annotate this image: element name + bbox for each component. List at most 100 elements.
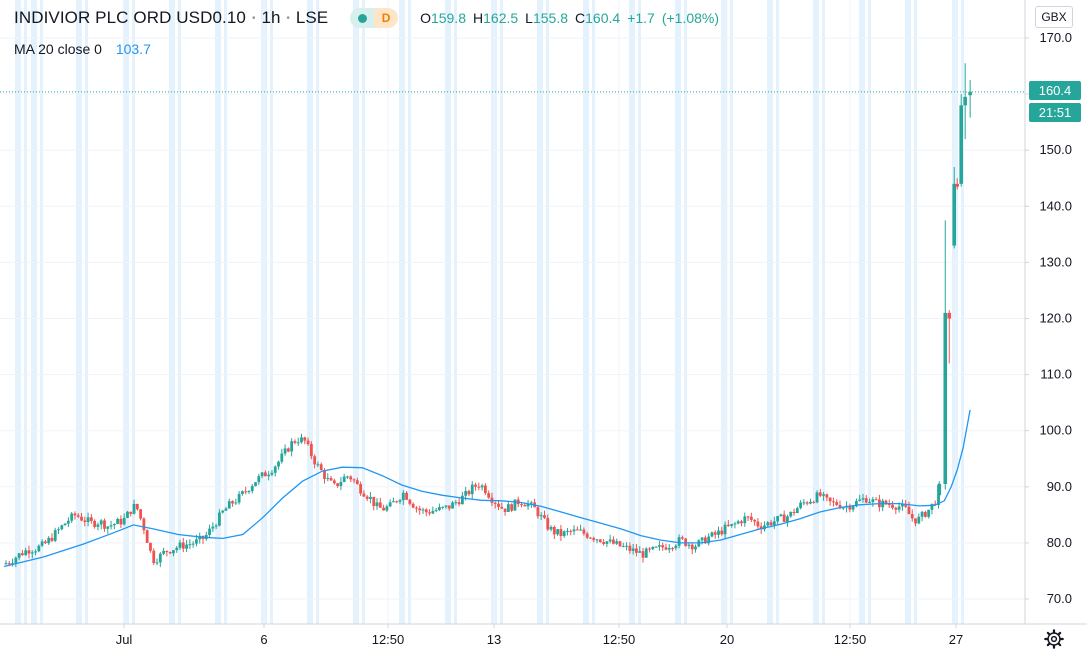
candle-body: [57, 529, 60, 531]
indicator-legend[interactable]: MA 20 close 0 103.7: [14, 41, 151, 57]
candle-body: [231, 501, 234, 504]
candle-body: [546, 517, 550, 530]
price-axis[interactable]: 70.0 80.0 90.0 100.0 110.0 120.0 130.0 140.0 150…: [1024, 0, 1087, 658]
session-band: [675, 0, 681, 624]
candle-body: [825, 494, 829, 498]
candle-body: [346, 476, 349, 478]
candle-body: [431, 510, 435, 514]
session-band: [123, 0, 129, 624]
candle-body: [50, 537, 54, 541]
x-tick-label: 13: [487, 632, 501, 647]
candle-body: [644, 548, 648, 558]
candle-body: [323, 470, 326, 479]
candle-body: [129, 511, 133, 514]
candle-body: [818, 492, 822, 496]
candle-body: [838, 504, 842, 509]
candle-body: [24, 550, 28, 556]
candle-body: [789, 511, 793, 517]
session-band: [353, 0, 359, 624]
candle-body: [641, 551, 645, 558]
candle-body: [582, 529, 586, 534]
exchange-label: LSE: [295, 8, 329, 27]
candle-body: [405, 492, 408, 500]
candle-body: [336, 483, 340, 487]
candle-body: [832, 501, 835, 503]
session-band: [500, 0, 503, 624]
candle-body: [37, 545, 41, 552]
candle-body: [900, 503, 904, 507]
candle-body: [53, 530, 57, 541]
candle-body: [460, 495, 464, 505]
legend-header: INDIVIOR PLC ORD USD0.10 • 1h • LSE D O1…: [0, 0, 1025, 60]
candle-body: [927, 509, 931, 517]
candle-body: [605, 541, 609, 544]
candle-body: [326, 478, 330, 480]
candle-body: [621, 546, 625, 548]
session-band: [224, 0, 227, 624]
candle-body: [382, 507, 385, 511]
candle-body: [365, 496, 369, 499]
candle-body: [99, 520, 103, 525]
candle-body: [776, 516, 780, 522]
candle-body: [529, 502, 533, 504]
gear-icon[interactable]: [1043, 628, 1065, 650]
candle-body: [510, 504, 514, 511]
y-tick-label: 100.0: [1039, 423, 1072, 438]
candle-body: [858, 499, 862, 502]
symbol-title[interactable]: INDIVIOR PLC ORD USD0.10: [14, 8, 246, 27]
session-band: [445, 0, 451, 624]
y-tick-label: 130.0: [1039, 254, 1072, 269]
candle-body: [710, 532, 714, 537]
candle-body: [700, 537, 704, 541]
candle-body: [267, 474, 271, 477]
candle-body: [526, 503, 530, 507]
candle-body: [968, 91, 972, 96]
candle-body: [241, 491, 244, 495]
candle-body: [234, 502, 238, 504]
candle-body: [250, 486, 254, 492]
candle-body: [500, 506, 504, 509]
candle-body: [198, 535, 202, 540]
session-band: [905, 0, 911, 624]
candle-body: [359, 484, 363, 494]
candle-body: [188, 544, 192, 546]
grid-lines: [0, 0, 1025, 624]
status-pill[interactable]: D: [350, 8, 399, 28]
candle-body: [497, 503, 500, 507]
currency-button[interactable]: GBX: [1035, 6, 1073, 28]
ma-20-line: [3, 409, 971, 568]
candle-body: [891, 504, 894, 508]
candle-body: [14, 557, 18, 564]
candle-body: [805, 502, 809, 504]
candle-body: [674, 545, 678, 549]
candle-body: [172, 550, 175, 554]
candle-body: [552, 526, 556, 535]
candle-body: [733, 523, 737, 525]
y-tick-label: 140.0: [1039, 198, 1072, 213]
session-band: [362, 0, 365, 624]
ohlc-values: O159.8 H162.5 L155.8 C160.4 +1.7 (+1.08%…: [420, 10, 720, 26]
candle-body: [923, 511, 927, 517]
candle-body: [286, 448, 290, 452]
candle-body: [680, 537, 684, 539]
y-tick-label: 120.0: [1039, 311, 1072, 326]
session-band: [454, 0, 457, 624]
candle-body: [342, 476, 346, 483]
candle-body: [355, 480, 359, 485]
candle-body: [7, 563, 11, 565]
time-axis[interactable]: Jul 6 12:50 13 12:50 20 12:50 27: [0, 623, 1087, 658]
candle-body: [608, 539, 612, 542]
candle-body: [17, 553, 21, 558]
candle-body: [168, 551, 172, 554]
candle-body: [717, 530, 720, 535]
session-band: [868, 0, 871, 624]
candle-body: [142, 518, 146, 531]
candle-body: [451, 502, 454, 509]
candle-body: [149, 542, 152, 551]
candle-body: [273, 466, 277, 473]
candle-body: [943, 312, 948, 484]
interval-label[interactable]: 1h: [261, 8, 281, 27]
candle-body: [487, 493, 491, 498]
candle-body: [952, 183, 957, 246]
